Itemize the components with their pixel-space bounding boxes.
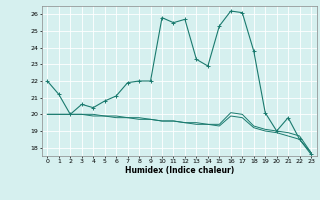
X-axis label: Humidex (Indice chaleur): Humidex (Indice chaleur) [124, 166, 234, 175]
